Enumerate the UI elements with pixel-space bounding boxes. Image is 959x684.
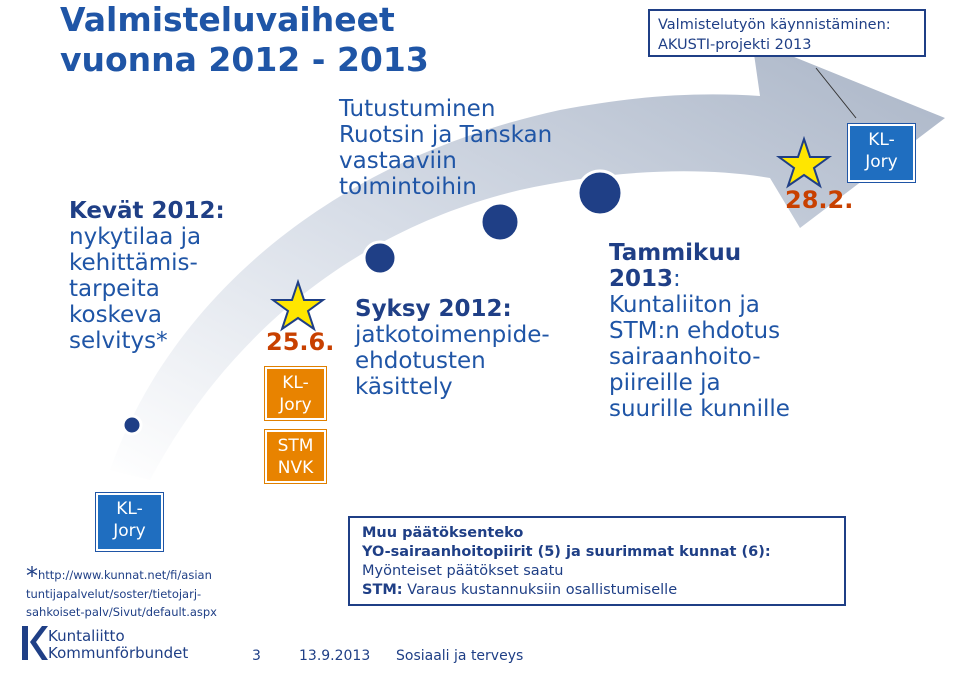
step-heading: Kevät 2012:	[69, 198, 225, 224]
box-line: AKUSTI-projekti 2013	[658, 37, 812, 53]
stm-nvk-badge: STM NVK	[265, 430, 326, 483]
step-line: Kuntaliiton ja	[609, 292, 760, 318]
box-line: Muu päätöksenteko	[362, 525, 524, 541]
timeline-dot	[121, 414, 143, 436]
box-line: YO-sairaanhoitopiirit (5) ja suurimmat k…	[362, 544, 771, 560]
step-line: jatkotoimenpide-	[355, 322, 550, 348]
badge-line: KL-	[868, 130, 895, 150]
step-line: kehittämis-	[69, 250, 198, 276]
arrow-shape	[110, 40, 945, 480]
footnote-link[interactable]: *http://www.kunnat.net/fi/asian tuntijap…	[26, 564, 217, 621]
kl-jory-badge: KL- Jory	[848, 124, 915, 182]
milestone-date: 25.6.	[266, 328, 335, 356]
badge-line: Jory	[865, 152, 898, 172]
badge-line: Jory	[113, 521, 146, 541]
logo-line: Kommunförbundet	[48, 644, 189, 662]
step-line: koskeva	[69, 302, 162, 328]
box-line: Varaus kustannuksiin osallistumiselle	[402, 582, 678, 598]
step-line: selvitys*	[69, 328, 168, 354]
star-icon	[269, 278, 327, 332]
timeline-dot	[362, 240, 398, 276]
badge-line: KL-	[116, 499, 143, 519]
step-line: piireille ja	[609, 370, 721, 396]
connector-line	[815, 67, 857, 119]
title-line: vuonna 2012 - 2013	[60, 40, 429, 79]
milestone-date: 28.2.	[785, 186, 854, 214]
project-start-box: Valmistelutyön käynnistäminen: AKUSTI-pr…	[648, 9, 926, 57]
page-title: Valmisteluvaiheet vuonna 2012 - 2013	[60, 0, 429, 80]
step-line: Tutustuminen	[339, 96, 496, 122]
kuntaliitto-logo-icon	[22, 626, 48, 660]
footer-text: Sosiaali ja terveys	[396, 648, 524, 664]
badge-line: NVK	[277, 458, 314, 478]
other-decisions-box: Muu päätöksenteko YO-sairaanhoitopiirit …	[348, 516, 846, 606]
page-number: 3	[252, 648, 261, 664]
box-line: Valmistelutyön käynnistäminen:	[658, 17, 891, 33]
footnote-line: sahkoiset-palv/Sivut/default.aspx	[26, 605, 217, 619]
step-heading: Tammikuu	[609, 240, 742, 266]
step-line: käsittely	[355, 374, 453, 400]
step-line: Ruotsin ja Tanskan	[339, 122, 553, 148]
step-line: vastaaviin	[339, 148, 457, 174]
logo-line: Kuntaliitto	[48, 627, 125, 645]
footnote-line: tuntijapalvelut/soster/tietojarj-	[26, 587, 202, 601]
step-january-2013: Tammikuu 2013: Kuntaliiton ja STM:n ehdo…	[609, 240, 829, 422]
box-line: Myönteiset päätökset saatu	[362, 563, 564, 579]
step-heading: 2013	[609, 266, 674, 292]
badge-line: Jory	[279, 395, 312, 415]
step-line: sairaanhoito-	[609, 344, 761, 370]
kl-jory-badge: KL- Jory	[265, 367, 326, 420]
step-spring-2012: Kevät 2012: nykytilaa ja kehittämis- tar…	[69, 198, 259, 354]
step-line: nykytilaa ja	[69, 224, 202, 250]
step-line: toimintoihin	[339, 174, 477, 200]
kl-jory-badge: KL- Jory	[96, 493, 163, 551]
step-autumn-2012: Syksy 2012: jatkotoimenpide- ehdotusten …	[355, 296, 575, 400]
step-study-visits: Tutustuminen Ruotsin ja Tanskan vastaavi…	[339, 96, 589, 200]
timeline-dot	[576, 169, 624, 217]
footnote-line: http://www.kunnat.net/fi/asian	[38, 568, 212, 582]
footer-date: 13.9.2013	[299, 648, 371, 664]
logo-text: Kuntaliitto Kommunförbundet	[48, 628, 188, 662]
step-line: tarpeita	[69, 276, 160, 302]
title-line: Valmisteluvaiheet	[60, 0, 395, 39]
step-line: suurille kunnille	[609, 396, 790, 422]
footnote-star: *	[26, 562, 38, 590]
badge-line: STM	[277, 436, 314, 456]
timeline-dot	[479, 201, 521, 243]
badge-line: KL-	[282, 373, 309, 393]
box-line-label: STM:	[362, 582, 403, 598]
step-heading: Syksy 2012:	[355, 296, 512, 322]
step-line: ehdotusten	[355, 348, 486, 374]
step-line: STM:n ehdotus	[609, 318, 781, 344]
star-icon	[775, 135, 833, 189]
